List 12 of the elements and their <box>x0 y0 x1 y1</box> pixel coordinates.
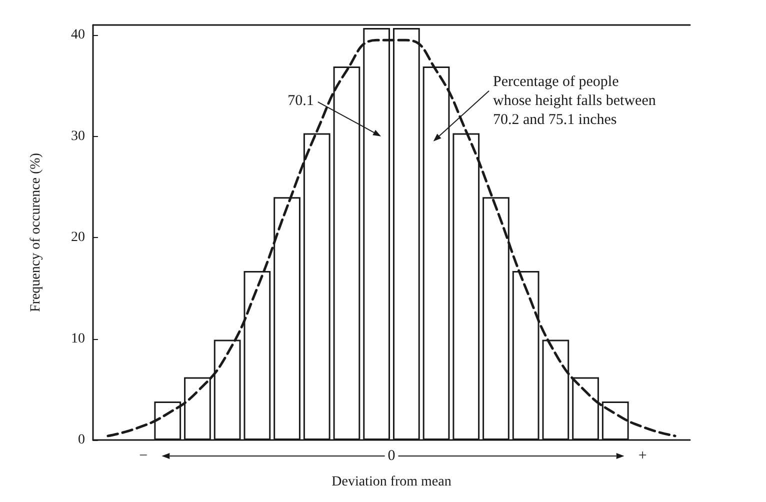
x-axis-title: Deviation from mean <box>332 474 452 490</box>
y-tick-label: 0 <box>78 432 85 448</box>
y-axis-title: Frequency of occurence (%) <box>28 152 44 312</box>
text: 0 <box>388 448 396 464</box>
y-tick-label: 40 <box>71 28 85 43</box>
text: + <box>638 448 647 464</box>
y-tick-label: 30 <box>71 128 85 144</box>
text: − <box>139 448 148 464</box>
y-tick-label: 10 <box>71 331 85 346</box>
y-tick-label: 20 <box>71 230 85 246</box>
annotation: 70.1 <box>288 92 314 109</box>
annotation: Percentage of people whose height falls between 70.2 and 75.1 inches <box>492 74 656 128</box>
